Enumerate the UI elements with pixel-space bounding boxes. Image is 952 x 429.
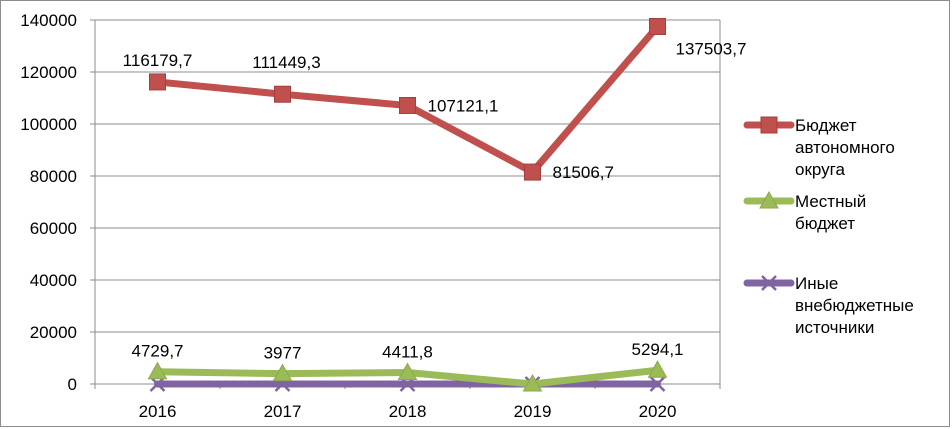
data-label: 107121,1 xyxy=(428,96,499,115)
data-label: 4411,8 xyxy=(382,343,433,362)
data-point xyxy=(647,360,668,378)
legend-entry: Бюджет автономного округа xyxy=(743,116,895,179)
y-tick-label: 140000 xyxy=(20,11,77,30)
data-point xyxy=(272,363,293,382)
legend-label: внебюджетные xyxy=(795,296,914,315)
legend-entry: Местный бюджет xyxy=(743,190,866,233)
data-point xyxy=(149,73,166,91)
data-point xyxy=(522,373,543,392)
data-point xyxy=(147,361,168,380)
x-tick-label: 2018 xyxy=(389,402,427,421)
y-tick-label: 60000 xyxy=(30,219,77,238)
legend-label: Местный xyxy=(795,192,866,211)
y-tick-label: 40000 xyxy=(30,271,77,290)
y-tick-label: 120000 xyxy=(20,63,77,82)
data-label: 4729,7 xyxy=(132,342,184,361)
data-point xyxy=(649,17,666,35)
data-label: 5294,1 xyxy=(632,340,684,359)
y-tick-label: 100000 xyxy=(20,115,77,134)
data-label: 111449,3 xyxy=(252,53,320,72)
legend-label: округа xyxy=(795,160,845,179)
data-label: 3977 xyxy=(264,344,302,363)
data-label: 137503,7 xyxy=(676,39,747,58)
x-tick-label: 2019 xyxy=(514,402,552,421)
x-tick-label: 2017 xyxy=(264,402,302,421)
legend-marker xyxy=(761,275,777,291)
legend-marker xyxy=(760,116,778,134)
x-tick-label: 2016 xyxy=(139,402,177,421)
data-point xyxy=(399,96,416,114)
data-label-layer: 116179,7 111449,3 107121,1 81506,7 137503,7 4… xyxy=(123,39,747,362)
x-tick-label: 2020 xyxy=(639,402,677,421)
legend-label: источники xyxy=(795,318,874,337)
data-point xyxy=(149,376,166,392)
legend-label: Иные xyxy=(795,274,838,293)
legend: Бюджет автономного округа Местный бюджет Иные… xyxy=(743,116,914,337)
data-label: 81506,7 xyxy=(553,163,614,182)
data-point xyxy=(649,376,666,392)
legend-label: Бюджет xyxy=(795,116,857,135)
y-tick-label: 80000 xyxy=(30,167,77,186)
legend-label: бюджет xyxy=(795,214,855,233)
axis-layer: 0 20000 40000 60000 80000 100000 120000 140000 2… xyxy=(20,11,721,421)
series-layer xyxy=(147,17,668,392)
series-group xyxy=(149,17,666,181)
y-tick-label: 20000 xyxy=(30,323,77,342)
data-label: 116179,7 xyxy=(123,51,193,70)
series-group xyxy=(147,360,668,392)
legend-entry: Иные внебюджетные источники xyxy=(743,274,914,337)
data-point xyxy=(524,163,541,181)
data-point xyxy=(274,85,291,103)
legend-label: автономного xyxy=(795,138,895,157)
y-tick-label: 0 xyxy=(68,375,77,394)
legend-marker xyxy=(759,190,779,209)
grid-layer xyxy=(95,19,720,385)
data-point xyxy=(397,362,418,381)
